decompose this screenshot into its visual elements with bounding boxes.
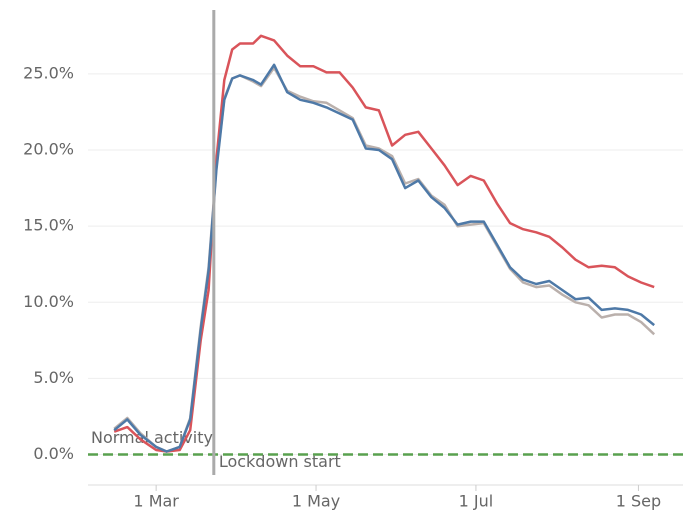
reference-label: Lockdown start	[219, 452, 341, 471]
x-tick-label: 1 Mar	[133, 492, 179, 511]
y-tick-label: 15.0%	[23, 216, 74, 235]
y-tick-label: 10.0%	[23, 292, 74, 311]
series-line	[113, 63, 655, 453]
y-tick-label: 0.0%	[33, 444, 74, 463]
x-tick-label: 1 Sep	[616, 492, 661, 511]
y-tick-label: 25.0%	[23, 63, 74, 82]
x-tick-label: 1 Jul	[459, 492, 494, 511]
x-tick-label: 1 May	[292, 492, 340, 511]
y-tick-label: 5.0%	[33, 368, 74, 387]
y-tick-label: 20.0%	[23, 140, 74, 159]
series-line	[113, 34, 655, 453]
